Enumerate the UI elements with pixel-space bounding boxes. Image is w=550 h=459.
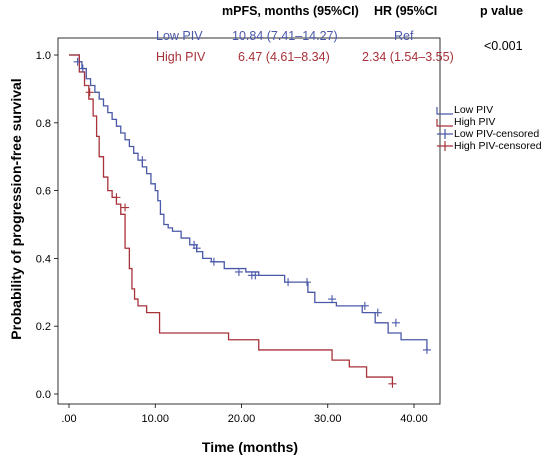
legend-label: High PIV-censored (454, 140, 542, 152)
censor-mark-low-piv (284, 278, 293, 287)
row-high-hr: 2.34 (1.54–3.55) (362, 50, 454, 64)
censor-mark-low-piv (373, 308, 382, 317)
x-tick-label: 40.00 (400, 413, 428, 425)
legend-line-high-icon (436, 119, 453, 127)
x-tick-label: 10.00 (141, 413, 169, 425)
legend-item-high: High PIV (436, 116, 542, 128)
x-axis-title: Time (months) (202, 439, 298, 455)
legend-censor-low-icon (437, 129, 453, 139)
censor-mark-low-piv (209, 257, 218, 266)
censor-mark-low-piv (303, 278, 312, 287)
y-axis: 0.0 0.2 0.4 0.6 0.8 1.0 (36, 50, 58, 401)
row-high-mpfs: 6.47 (4.61–8.34) (238, 50, 330, 64)
y-tick-label: 0.8 (36, 118, 51, 130)
legend-item-low: Low PIV (436, 104, 542, 116)
x-axis: .00 10.00 20.00 30.00 40.00 (61, 404, 428, 425)
y-tick-label: 0.6 (36, 186, 51, 198)
p-value: <0.001 (484, 39, 523, 53)
legend-label: Low PIV-censored (454, 128, 540, 140)
row-low-mpfs: 10.84 (7.41–14.27) (232, 29, 338, 43)
header-mpfs: mPFS, months (95%CI) (222, 4, 359, 18)
row-low-hr: Ref (394, 29, 414, 43)
censor-mark-high-piv (85, 88, 94, 97)
censor-mark-low-piv (78, 64, 87, 73)
curve-low-piv (69, 54, 428, 350)
censor-mark-low-piv (251, 271, 260, 280)
curve-high-piv (69, 54, 394, 384)
x-tick-label: .00 (61, 413, 76, 425)
censor-mark-low-piv (391, 318, 400, 327)
legend: Low PIV High PIV Low PIV-censored High P… (436, 104, 542, 152)
x-tick-label: 30.00 (314, 413, 342, 425)
y-tick-label: 0.4 (36, 253, 51, 265)
legend-item-high-censored: High PIV-censored (436, 140, 542, 152)
censor-mark-low-piv (73, 57, 82, 66)
censor-mark-low-piv (422, 345, 431, 354)
row-low-group: Low PIV (156, 29, 203, 43)
plot-frame (57, 37, 441, 405)
censor-mark-high-piv (388, 379, 397, 388)
y-tick-label: 0.0 (36, 389, 51, 401)
legend-line-low-icon (436, 107, 453, 115)
censor-mark-low-piv (192, 244, 201, 253)
y-axis-title: Probability of progression-free survival (8, 78, 24, 339)
legend-label: High PIV (454, 116, 496, 128)
y-tick-label: 1.0 (36, 50, 51, 62)
censor-mark-low-piv (138, 156, 147, 165)
censor-mark-high-piv (112, 193, 121, 202)
legend-item-low-censored: Low PIV-censored (436, 128, 542, 140)
y-tick-label: 0.2 (36, 321, 51, 333)
censor-mark-low-piv (328, 295, 337, 304)
censor-mark-high-piv (121, 203, 130, 212)
header-p-value: p value (480, 4, 524, 18)
legend-censor-high-icon (437, 141, 453, 151)
censor-mark-low-piv (234, 267, 243, 276)
x-tick-label: 20.00 (228, 413, 256, 425)
row-high-group: High PIV (156, 50, 206, 64)
legend-label: Low PIV (454, 104, 494, 116)
censor-mark-low-piv (360, 301, 369, 310)
header-hr: HR (95%CI (374, 4, 438, 18)
plot-area (57, 37, 441, 405)
